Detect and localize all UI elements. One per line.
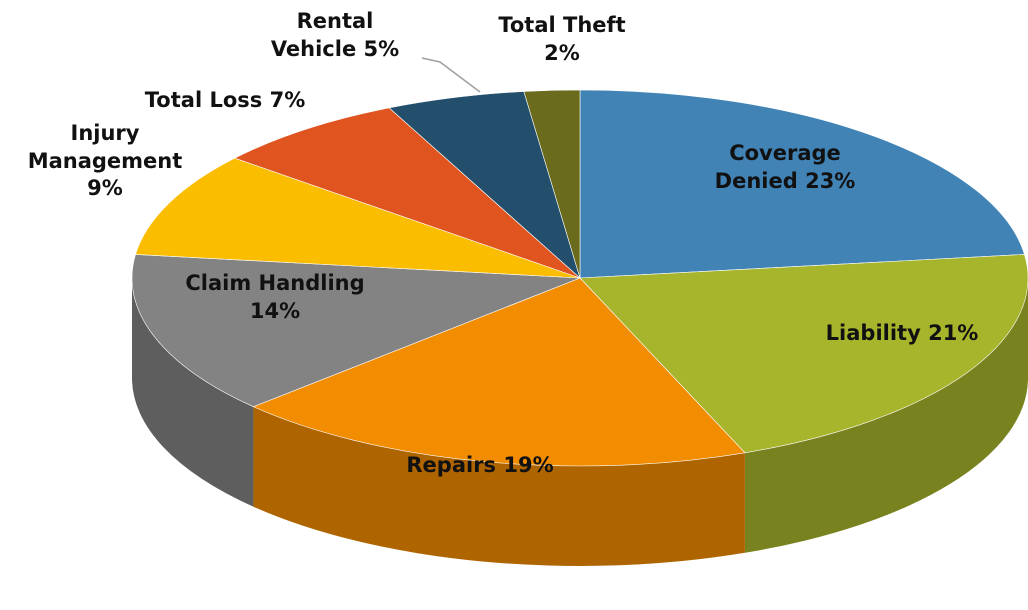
value-label: 5% [363, 36, 400, 61]
slice-label: Total Theft 2% [497, 12, 627, 67]
slice [523, 89, 581, 279]
value-label: 9% [87, 176, 123, 201]
category-label: Rental Vehicle [270, 9, 374, 61]
value-label: 21% [928, 321, 979, 345]
slice-side [253, 406, 745, 566]
slice-label: Coverage Denied 23% [700, 140, 870, 195]
value-label: 23% [805, 168, 856, 193]
slice [131, 254, 581, 408]
category-label: Claim Handling [185, 271, 365, 295]
leader-line [421, 57, 481, 93]
category-label: Injury Management [27, 121, 183, 173]
value-label: 7% [269, 88, 306, 112]
slice [234, 107, 581, 279]
slice-label: Rental Vehicle 5% [253, 8, 418, 63]
slice-label: Total Loss 7% [75, 87, 375, 115]
slice [252, 277, 746, 467]
category-label: Coverage Denied [714, 141, 841, 193]
category-label: Total Loss [144, 88, 263, 112]
value-label: 2% [544, 40, 580, 65]
slice-label: Liability 21% [752, 320, 1028, 348]
pie-top [131, 89, 1028, 467]
slice-side [132, 278, 254, 507]
category-label: Repairs [406, 453, 497, 477]
slice-label: Claim Handling 14% [185, 270, 365, 325]
category-label: Liability [825, 321, 921, 345]
value-label: 14% [249, 298, 301, 323]
slice [135, 157, 581, 279]
slice-label: Repairs 19% [330, 452, 630, 480]
value-label: 19% [503, 453, 554, 477]
category-label: Total Theft [498, 13, 626, 37]
slice-label: Injury Management 9% [18, 120, 193, 203]
slice [579, 89, 1025, 279]
